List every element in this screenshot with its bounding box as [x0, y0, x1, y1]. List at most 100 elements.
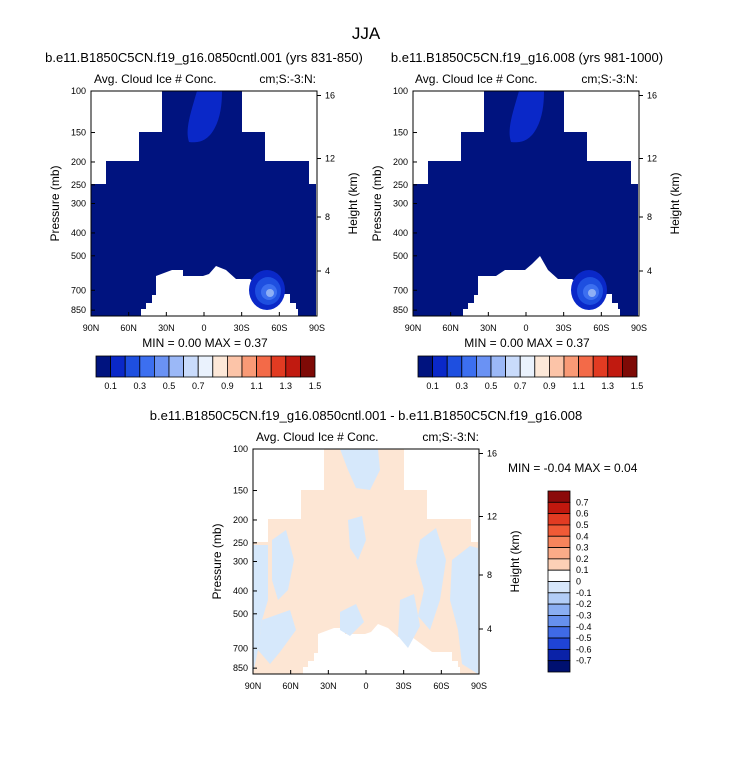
panel-right-x-tick-label: 90N — [405, 323, 422, 333]
panel-left-colorbar-label: 1.5 — [309, 381, 322, 391]
panel-difference-colorbar-box — [547, 660, 571, 673]
panel-right-y-tick-label: 400 — [393, 228, 408, 238]
panel-difference-x-tick-label: 30N — [320, 681, 337, 691]
panel-difference-colorbar-box — [547, 603, 571, 616]
panel-left-height-tick-label: 8 — [325, 212, 330, 222]
panel-left-x-tick-label: 60S — [271, 323, 287, 333]
panel-left-colorbar-label: 0.9 — [221, 381, 234, 391]
panel-difference-negative-lower — [340, 604, 364, 636]
panel-difference-y-tick-label: 500 — [233, 609, 248, 619]
panel-difference-colorbar-box — [547, 558, 571, 571]
panel-difference-negative-east — [416, 528, 446, 630]
panel-difference-colorbar-label: -0.6 — [576, 644, 592, 654]
panel-left-colorbar-box — [270, 355, 287, 378]
panel-right-colorbar-box — [432, 355, 448, 378]
panel-difference-colorbar-label: -0.7 — [576, 656, 592, 666]
panel-left-colorbar-label: 0.1 — [104, 381, 117, 391]
panel-difference-title: b.e11.B1850C5CN.f19_g16.0850cntl.001 - b… — [150, 408, 582, 423]
panel-left-x-tick-label: 90S — [309, 323, 325, 333]
panel-difference-colorbar-label: 0.6 — [576, 509, 589, 519]
panel-left-y-tick-label: 100 — [71, 86, 86, 96]
panel-difference-y-tick-label: 850 — [233, 663, 248, 673]
panel-difference-colorbar-box — [547, 547, 571, 560]
panel-right-height-tick-label: 4 — [647, 266, 652, 276]
panel-difference-colorbar: 0.70.60.50.40.30.20.10-0.1-0.2-0.3-0.4-0… — [547, 490, 592, 673]
panel-difference-negative-far-east — [450, 546, 478, 674]
panel-right-colorbar-box — [446, 355, 463, 378]
panel-difference-colorbar-label: 0.2 — [576, 554, 589, 564]
panel-left-y-tick-label: 400 — [71, 228, 86, 238]
panel-right-axes: 90N 60N 30N 0 30S 60S 90S 100 150 200 250 300 400 500… — [370, 86, 682, 333]
panel-difference-negative-band-2 — [272, 530, 294, 600]
panel-left-x-tick-label: 60N — [120, 323, 137, 333]
panel-right-colorbar-box — [578, 355, 594, 378]
panel-difference-colorbar-label: -0.2 — [576, 599, 592, 609]
panel-right-units-label: cm;S:-3:N: — [581, 72, 638, 86]
panel-difference-colorbar-label: 0.4 — [576, 531, 589, 541]
panel-left-y-tick-label: 500 — [71, 251, 86, 261]
panel-difference-colorbar-box — [547, 490, 571, 503]
panel-right-ylabel: Pressure (mb) — [370, 165, 384, 241]
panel-left-height-tick-label: 4 — [325, 266, 330, 276]
panel-left: b.e11.B1850C5CN.f19_g16.0850cntl.001 (yr… — [45, 50, 363, 391]
panel-difference-negative-top — [340, 449, 380, 490]
panel-difference-colorbar-label: 0.3 — [576, 543, 589, 553]
panel-difference-colorbar-box — [547, 581, 571, 594]
panel-left-x-tick-label: 30S — [234, 323, 250, 333]
panel-right-colorbar-label: 1.3 — [602, 381, 615, 391]
panel-difference-colorbar-label: -0.1 — [576, 588, 592, 598]
panel-difference-stats: MIN = -0.04 MAX = 0.04 — [508, 461, 638, 475]
panel-difference-variable-label: Avg. Cloud Ice # Conc. — [256, 430, 379, 444]
panel-left-colorbar-box — [226, 355, 243, 378]
panel-difference-colorbar-box — [547, 524, 571, 537]
panel-left-axes: 90N 60N 30N 0 30S 60S 90S 100 150 200 250 300 400 500… — [48, 86, 360, 333]
panel-left-ylabel-right: Height (km) — [346, 172, 360, 234]
panel-left-colorbar-box — [241, 355, 258, 378]
panel-right-height-tick-label: 16 — [647, 91, 657, 101]
panel-left-colorbar-box — [183, 355, 199, 378]
panel-right-x-tick-label: 60N — [442, 323, 459, 333]
panel-right-y-tick-label: 300 — [393, 199, 408, 209]
panel-left-y-tick-label: 250 — [71, 180, 86, 190]
panel-right-colorbar-box — [519, 355, 536, 378]
panel-difference-negative-east-2 — [398, 594, 420, 648]
panel-left-colorbar-label: 1.1 — [250, 381, 263, 391]
panel-left-height-tick-label: 16 — [325, 91, 335, 101]
figure-title: JJA — [352, 24, 381, 43]
panel-right-title: b.e11.B1850C5CN.f19_g16.008 (yrs 981-100… — [391, 50, 663, 65]
panel-difference-colorbar-box — [547, 637, 571, 650]
panel-difference-ylabel-right: Height (km) — [508, 530, 522, 592]
panel-difference-x-tick-label: 90N — [245, 681, 262, 691]
panel-difference-y-tick-label: 300 — [233, 557, 248, 567]
panel-right-y-tick-label: 250 — [393, 180, 408, 190]
panel-right-x-tick-label: 30N — [480, 323, 497, 333]
panel-left-colorbar-box — [256, 355, 272, 378]
panel-difference-colorbar-label: -0.5 — [576, 633, 592, 643]
panel-right-x-tick-label: 0 — [523, 323, 528, 333]
panel-right-colorbar: 0.1 0.3 0.5 0.7 0.9 1.1 1.3 1.5 — [417, 355, 643, 391]
panel-difference-negative-band-1 — [258, 610, 296, 664]
panel-difference-y-tick-label: 250 — [233, 538, 248, 548]
panel-difference-colorbar-label: -0.4 — [576, 622, 592, 632]
panel-difference-colorbar-label: -0.3 — [576, 610, 592, 620]
panel-difference-height-tick-label: 16 — [487, 449, 497, 459]
panel-right-ylabel-right: Height (km) — [668, 172, 682, 234]
panel-difference-x-tick-label: 30S — [396, 681, 412, 691]
panel-right-colorbar-label: 0.9 — [543, 381, 556, 391]
panel-difference-x-tick-label: 90S — [471, 681, 487, 691]
panel-difference-x-tick-label: 60N — [282, 681, 299, 691]
panel-left-x-tick-label: 90N — [83, 323, 100, 333]
panel-difference-colorbar-label: 0.1 — [576, 565, 589, 575]
panel-left-title: b.e11.B1850C5CN.f19_g16.0850cntl.001 (yr… — [45, 50, 363, 65]
panel-left-x-tick-label: 0 — [201, 323, 206, 333]
panel-difference-colorbar-label: 0.7 — [576, 497, 589, 507]
panel-difference: b.e11.B1850C5CN.f19_g16.0850cntl.001 - b… — [150, 408, 638, 691]
panel-left-colorbar-box — [95, 355, 112, 378]
panel-difference-colorbar-box — [547, 569, 571, 582]
panel-right-colorbar-box — [534, 355, 550, 378]
panel-left-x-tick-label: 30N — [158, 323, 175, 333]
panel-right: b.e11.B1850C5CN.f19_g16.008 (yrs 981-100… — [370, 50, 682, 391]
panel-difference-x-tick-label: 0 — [363, 681, 368, 691]
panel-left-colorbar-label: 0.7 — [192, 381, 205, 391]
panel-left-colorbar-box — [153, 355, 170, 378]
